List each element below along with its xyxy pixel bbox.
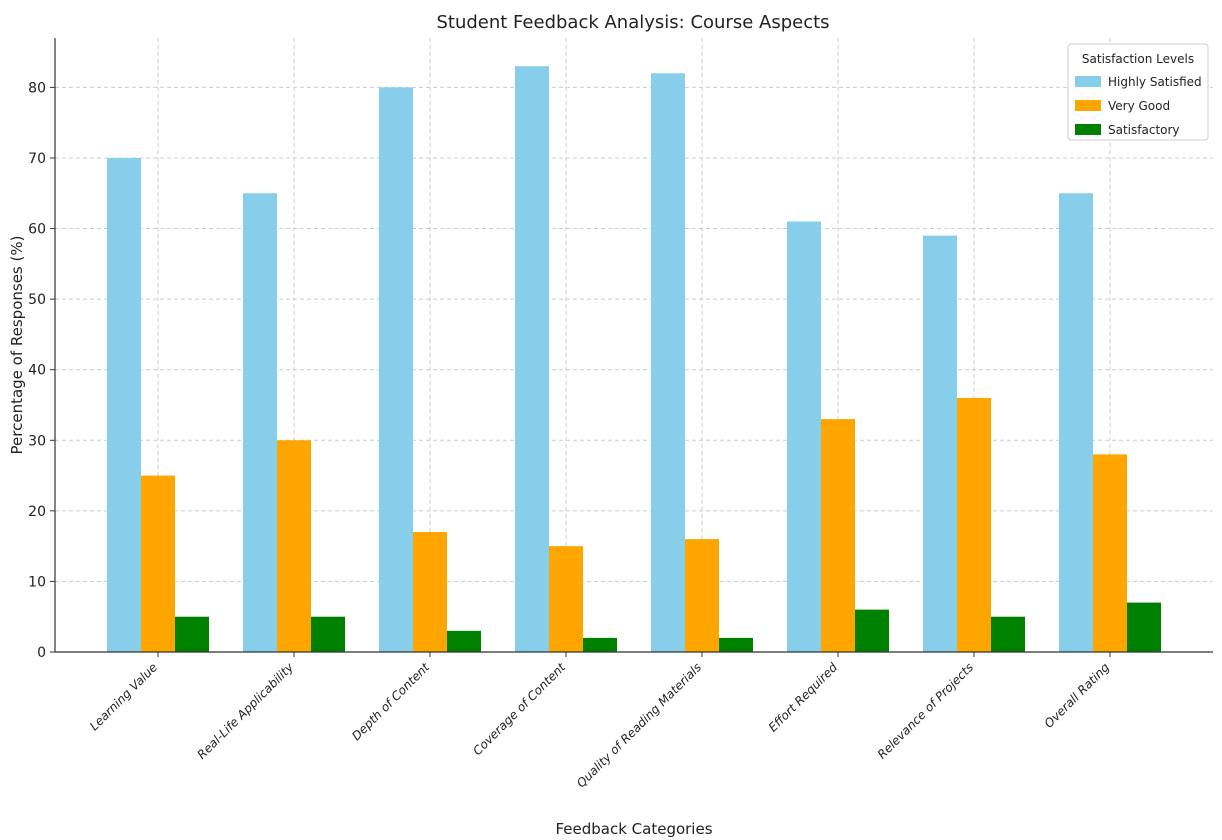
bar-highly-satisfied-7 <box>923 235 957 652</box>
y-tick-label: 60 <box>28 222 46 238</box>
legend-entry: Very Good <box>1108 99 1170 113</box>
y-tick-labels: 0 10 20 30 40 50 60 70 80 <box>28 80 55 661</box>
bar-very-good-6 <box>821 419 855 652</box>
bar-very-good-5 <box>685 539 719 652</box>
bar-highly-satisfied-5 <box>651 73 685 652</box>
y-tick-label: 0 <box>37 645 46 661</box>
bar-satisfactory-1 <box>175 616 209 652</box>
y-tick-label: 70 <box>28 151 46 167</box>
legend-entry: Satisfactory <box>1108 123 1180 137</box>
bar-very-good-1 <box>141 475 175 652</box>
legend-entry: Highly Satisfied <box>1108 75 1202 89</box>
bar-very-good-8 <box>1093 454 1127 652</box>
bar-very-good-3 <box>413 532 447 652</box>
legend-title: Satisfaction Levels <box>1082 52 1194 66</box>
bar-highly-satisfied-2 <box>243 193 277 652</box>
bar-satisfactory-7 <box>991 616 1025 652</box>
bar-satisfactory-8 <box>1127 602 1161 652</box>
y-tick-label: 10 <box>28 574 46 590</box>
y-tick-label: 40 <box>28 363 46 379</box>
legend: Satisfaction Levels Highly Satisfied Very… <box>1067 43 1209 141</box>
bar-very-good-7 <box>957 397 991 652</box>
chart-title: Student Feedback Analysis: Course Aspect… <box>436 12 829 33</box>
y-axis-label: Percentage of Responses (%) <box>8 236 26 455</box>
bar-satisfactory-6 <box>855 609 889 652</box>
bar-highly-satisfied-4 <box>515 66 549 653</box>
bar-satisfactory-3 <box>447 630 481 652</box>
bars-layer <box>107 66 1161 653</box>
legend-box <box>1067 43 1209 141</box>
bar-very-good-2 <box>277 440 311 652</box>
bar-highly-satisfied-3 <box>379 87 413 653</box>
bar-satisfactory-2 <box>311 616 345 652</box>
y-tick-label: 50 <box>28 292 46 308</box>
bar-highly-satisfied-8 <box>1059 193 1093 652</box>
y-tick-label: 20 <box>28 504 46 520</box>
legend-swatch <box>1075 124 1101 135</box>
legend-swatch <box>1075 100 1101 111</box>
bar-highly-satisfied-1 <box>107 157 141 653</box>
y-tick-label: 80 <box>28 80 46 96</box>
bar-very-good-4 <box>549 546 583 652</box>
legend-swatch <box>1075 76 1101 87</box>
bar-satisfactory-5 <box>719 637 753 652</box>
axes-layer <box>54 38 1213 653</box>
bar-satisfactory-4 <box>583 637 617 652</box>
x-axis-label: Feedback Categories <box>555 820 712 838</box>
bar-highly-satisfied-6 <box>787 221 821 652</box>
y-tick-label: 30 <box>28 433 46 449</box>
